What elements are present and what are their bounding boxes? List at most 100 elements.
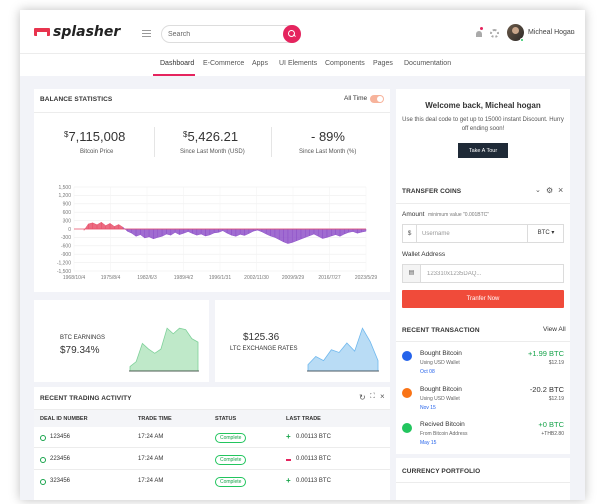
currency-select[interactable]: BTC ▾ [527,225,564,242]
area-segment [235,228,241,237]
view-all-link[interactable]: View All [543,326,566,333]
column-trade-time: TRADE TIME [138,416,172,422]
y-tick-label: 0 [68,227,71,233]
wallet-field: ▤ [402,264,564,283]
trend-up-icon: + [286,476,291,485]
refresh-icon[interactable]: ↻ [359,393,366,402]
card-divider [396,341,570,342]
search-input[interactable] [168,29,278,40]
since-last-month-pct-value: - 89% [311,129,345,144]
wallet-address-input[interactable] [427,269,557,278]
area-segment [161,228,167,237]
x-tick-label: 1989/4/2 [174,275,194,281]
balance-area-chart: 1,500 1,200 900 600 300 0 -300 -600 -900 -1,200 -1… [57,185,378,281]
bitcoin-price-value: $7,115,008 [64,129,125,144]
transfer-now-button[interactable]: Tranfer Now [402,290,564,308]
status-badge: Complete [215,455,247,465]
transaction-source: From Bitcoin Address [420,431,468,437]
wallet-label: Wallet Address [402,251,446,258]
area-segment [313,228,319,237]
btc-earnings-sparkline [129,327,199,372]
expand-icon[interactable]: ⛶ [370,393,375,400]
area-segment [105,222,111,230]
area-segment [326,228,332,238]
last-trade: 0.00113 BTC [296,478,331,484]
area-segment [144,228,150,239]
gear-icon[interactable]: ⚙ [546,186,554,195]
area-segment [96,221,102,230]
online-status-dot [520,38,524,42]
chevron-down-icon[interactable]: ⌄ [535,187,541,194]
nav-item-e-commerce[interactable]: E-Commerce [203,60,245,67]
time-filter-toggle[interactable] [370,95,384,103]
settings-gear-icon[interactable] [490,29,499,38]
amount-input[interactable] [422,229,522,238]
area-segment [83,223,89,232]
area-segment [361,228,367,233]
close-icon[interactable]: × [558,185,564,195]
welcome-card: Welcome back, Micheal hogan Use this dea… [396,89,570,173]
nav-item-dashboard[interactable]: Dashboard [160,60,195,67]
since-last-month-usd-value: $5,426.21 [183,129,238,144]
nav-item-components[interactable]: Components [325,60,365,67]
trend-down-icon [286,459,291,461]
amount-label: Amount [402,211,425,218]
portfolio-title: CURRENCY PORTFOLIO [402,468,481,475]
area-segment [226,228,232,236]
area-segment [305,228,310,238]
user-avatar[interactable] [507,24,524,41]
transaction-name: Bought Bitcoin [420,350,462,357]
welcome-text: Use this deal code to get up to 15000 in… [402,117,564,132]
nav-item-pages[interactable]: Pages [373,60,393,67]
area-segment [248,228,254,234]
area-segment [309,228,315,237]
brand-logo[interactable]: splasher [34,24,120,40]
check-circle-icon [40,435,46,441]
ltc-sparkline [307,327,379,372]
transfer-coins-card: TRANSFER COINS ⌄ ⚙ × Amount minimum valu… [396,172,570,314]
search-button[interactable] [283,25,301,43]
stat-divider [271,127,272,157]
take-a-tour-button[interactable]: Take A Tour [458,143,508,158]
since-last-month-usd-label: Since Last Month (USD) [180,149,245,155]
area-segment [213,228,219,234]
notification-bell-icon[interactable] [476,31,482,37]
area-segment [318,228,323,239]
area-segment [196,228,202,236]
menu-toggle-icon[interactable] [142,30,151,37]
area-segment [205,228,211,237]
deal-id: 123456 [50,434,71,440]
close-icon[interactable]: × [380,392,385,401]
area-segment [131,228,137,237]
nav-item-apps[interactable]: Apps [252,60,268,67]
bag-icon [402,388,412,398]
deal-id: 223456 [50,456,71,462]
area-segment [270,228,276,238]
welcome-title: Welcome back, Micheal hogan [425,101,541,110]
stat-number: 5,426.21 [187,129,239,144]
currency-symbol: $ [183,130,188,139]
card-divider [34,409,390,410]
x-tick-label: 2016/7/27 [318,275,340,281]
transaction-date: May 15 [420,440,437,446]
transaction-name: Bought Bitcoin [420,386,462,393]
bitcoin-price-label: Bitcoin Price [80,149,114,155]
area-segment [157,228,163,238]
row-divider [34,447,390,448]
area-segment [348,228,354,233]
chevron-down-icon[interactable]: ⌄ [570,30,576,36]
last-trade: 0.00113 BTC [296,456,331,462]
nav-item-documentation[interactable]: Documentation [404,60,452,67]
since-last-month-pct-label: Since Last Month (%) [299,149,357,155]
nav-item-ui-elements[interactable]: UI Elements [279,60,318,67]
area-segment [127,228,132,234]
balance-statistics-card: BALANCE STATISTICS All Time $7,115,008 B… [34,89,390,292]
btc-earnings-card: BTC EARNINGS $79.34% [34,300,209,382]
area-segment [140,228,145,239]
x-tick-label: 1996/1/31 [209,275,231,281]
status-badge: Complete [215,477,247,487]
table-header [34,410,390,427]
row-divider [34,469,390,470]
user-name[interactable]: Micheal Hogan [528,29,575,36]
trend-up-icon: + [286,432,291,441]
